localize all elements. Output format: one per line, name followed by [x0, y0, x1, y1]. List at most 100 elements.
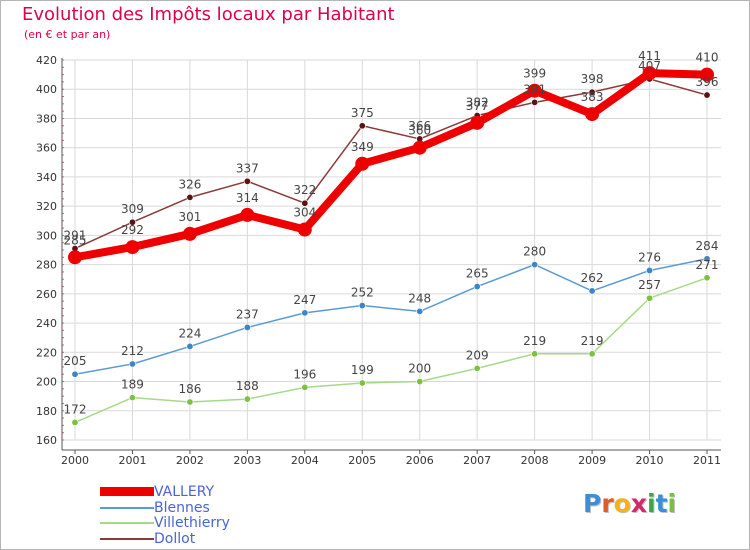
- data-label-villethierry: 219: [523, 334, 546, 348]
- data-label-villethierry: 188: [236, 379, 259, 393]
- data-label-blennes: 248: [408, 291, 431, 305]
- series-line-vallery: [71, 69, 711, 262]
- data-label-vallery: 314: [236, 191, 259, 205]
- data-point-vallery: [297, 222, 312, 237]
- data-point-vallery: [470, 115, 485, 130]
- legend-swatch-blennes: [100, 507, 154, 509]
- y-tick-label: 280: [36, 259, 57, 272]
- logo-letter: r: [601, 489, 614, 518]
- legend-swatch-villethierry: [100, 522, 154, 524]
- data-label-villethierry: 271: [696, 258, 719, 272]
- x-tick-label: 2000: [61, 454, 89, 467]
- y-tick-label: 340: [36, 171, 57, 184]
- y-tick-label: 380: [36, 112, 57, 125]
- data-label-blennes: 262: [581, 271, 604, 285]
- legend-label-villethierry: Villethierry: [154, 515, 230, 531]
- data-label-blennes: 284: [696, 239, 719, 253]
- y-tick-label: 220: [36, 346, 57, 359]
- data-point-vallery: [700, 67, 714, 82]
- x-tick-label: 2002: [176, 454, 204, 467]
- data-point-vallery: [182, 226, 197, 241]
- data-label-vallery: 410: [696, 51, 719, 65]
- data-point-villethierry: [416, 378, 424, 386]
- data-label-villethierry: 189: [121, 378, 144, 392]
- legend-swatch-vallery: [100, 487, 154, 496]
- data-label-vallery: 301: [178, 210, 201, 224]
- logo-letter: i: [667, 489, 677, 518]
- data-point-villethierry: [358, 379, 366, 387]
- data-label-blennes: 205: [64, 354, 87, 368]
- y-tick-label: 240: [36, 317, 57, 330]
- data-label-villethierry: 172: [64, 402, 87, 416]
- data-point-blennes: [416, 307, 424, 315]
- data-label-dollot: 337: [236, 161, 259, 175]
- proxiti-logo: Proxiti: [583, 489, 676, 518]
- x-tick-label: 2008: [521, 454, 549, 467]
- data-label-dollot: 366: [408, 119, 431, 133]
- data-label-blennes: 276: [638, 250, 661, 264]
- data-label-dollot: 309: [121, 202, 144, 216]
- data-label-villethierry: 257: [638, 278, 661, 292]
- data-label-villethierry: 186: [178, 382, 201, 396]
- y-tick-label: 320: [36, 200, 57, 213]
- data-point-blennes: [358, 302, 366, 310]
- series-line-villethierry: [74, 277, 708, 424]
- data-point-vallery: [125, 240, 140, 255]
- series-line-blennes: [74, 258, 708, 375]
- y-tick-label: 420: [36, 54, 57, 67]
- data-label-villethierry: 209: [466, 348, 489, 362]
- data-point-blennes: [646, 266, 654, 274]
- x-tick-label: 2003: [233, 454, 261, 467]
- data-label-vallery: 292: [121, 223, 144, 237]
- data-point-dollot: [703, 91, 711, 99]
- data-label-dollot: 407: [638, 59, 661, 73]
- data-label-vallery: 399: [523, 67, 546, 81]
- data-label-blennes: 265: [466, 267, 489, 281]
- data-label-vallery: 285: [64, 233, 87, 247]
- data-label-vallery: 377: [466, 99, 489, 113]
- data-label-vallery: 349: [351, 140, 374, 154]
- data-point-villethierry: [531, 350, 539, 358]
- x-tick-label: 2006: [406, 454, 434, 467]
- data-label-blennes: 237: [236, 307, 259, 321]
- data-label-blennes: 280: [523, 245, 546, 259]
- data-label-blennes: 252: [351, 286, 374, 300]
- data-label-vallery: 304: [293, 206, 316, 220]
- data-point-blennes: [531, 261, 539, 269]
- data-point-vallery: [585, 107, 600, 122]
- data-point-dollot: [186, 193, 194, 201]
- data-point-blennes: [473, 283, 481, 291]
- y-tick-label: 360: [36, 142, 57, 155]
- data-point-vallery: [355, 156, 370, 171]
- data-point-villethierry: [588, 350, 596, 358]
- data-point-blennes: [301, 309, 309, 317]
- data-label-villethierry: 200: [408, 362, 431, 376]
- data-label-dollot: 391: [523, 82, 546, 96]
- data-label-dollot: 322: [293, 183, 316, 197]
- data-label-blennes: 212: [121, 344, 144, 358]
- data-label-dollot: 396: [696, 75, 719, 89]
- data-label-dollot: 398: [581, 72, 604, 86]
- plot-area: [62, 60, 721, 440]
- y-tick-label: 260: [36, 288, 57, 301]
- data-point-villethierry: [301, 383, 309, 391]
- data-label-blennes: 224: [178, 326, 201, 340]
- legend-label-vallery: VALLERY: [154, 484, 215, 500]
- data-label-dollot: 382: [466, 96, 489, 110]
- chart-title: Evolution des Impôts locaux par Habitant: [22, 4, 395, 25]
- data-point-blennes: [71, 370, 79, 378]
- data-point-vallery: [240, 207, 255, 222]
- data-point-dollot: [128, 218, 136, 226]
- logo-letter: t: [655, 489, 668, 518]
- data-point-vallery: [412, 140, 427, 155]
- data-point-blennes: [703, 255, 711, 263]
- x-tick-label: 2011: [693, 454, 721, 467]
- data-point-vallery: [68, 250, 82, 265]
- data-point-villethierry: [646, 294, 654, 302]
- x-tick-label: 2004: [291, 454, 319, 467]
- legend-label-dollot: Dollot: [154, 531, 196, 547]
- x-tick-label: 2001: [118, 454, 146, 467]
- x-tick-label: 2007: [463, 454, 491, 467]
- legend-label-blennes: Blennes: [154, 500, 210, 516]
